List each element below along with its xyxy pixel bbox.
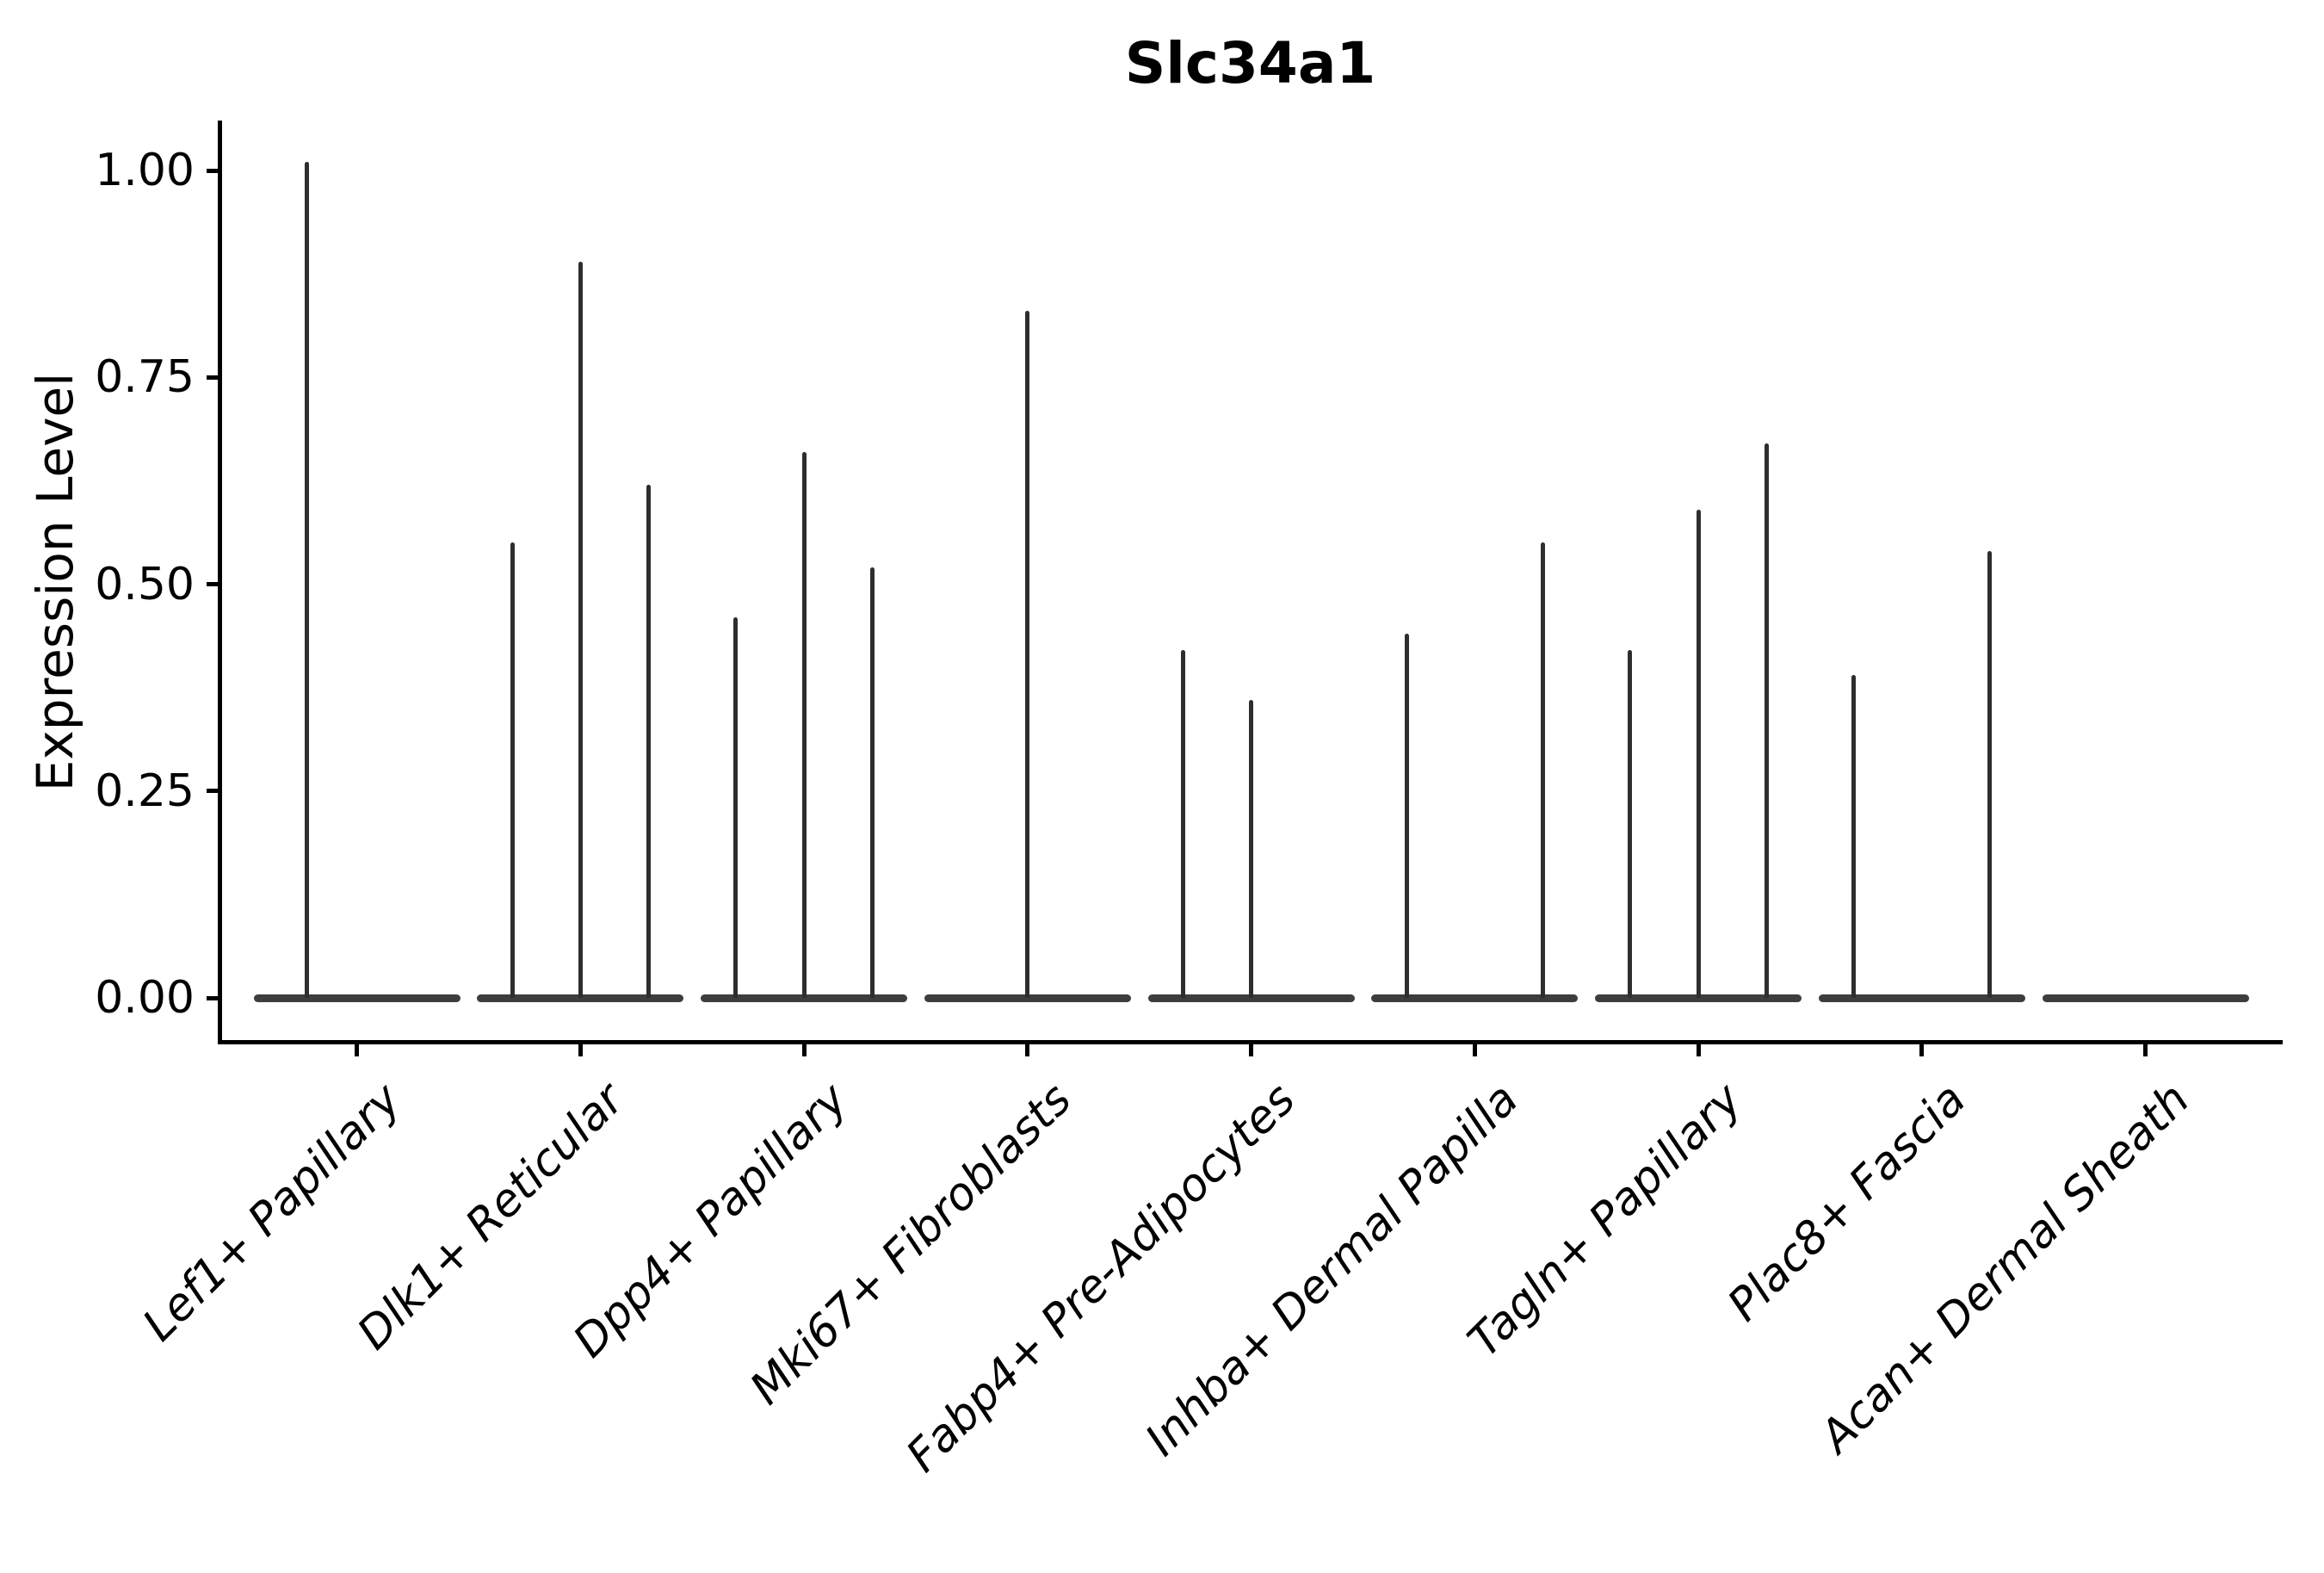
- violin-band: [701, 994, 907, 1002]
- y-tick-label: 1.00: [95, 145, 195, 196]
- violin-spike: [1540, 542, 1545, 998]
- y-axis-line: [218, 121, 222, 1044]
- violin-spike: [1628, 650, 1633, 998]
- violin-spike: [1851, 675, 1857, 998]
- x-tick-label: Tagln+ Papillary: [1458, 1074, 1752, 1368]
- violin-band: [1595, 994, 1802, 1002]
- y-tick-mark: [207, 168, 218, 173]
- y-tick-label: 0.50: [95, 558, 195, 610]
- violin-spike: [510, 542, 515, 998]
- chart-title: Slc34a1: [1124, 30, 1376, 96]
- violin-band: [2042, 994, 2249, 1002]
- x-tick-mark: [801, 1044, 807, 1056]
- x-tick-mark: [1249, 1044, 1253, 1056]
- violin-spike: [1764, 443, 1769, 998]
- x-tick-label: Fabp4+ Pre-Adipocytes: [896, 1074, 1305, 1483]
- violin-spike: [733, 616, 739, 998]
- x-tick-mark: [1472, 1044, 1477, 1056]
- x-tick-mark: [578, 1044, 583, 1056]
- x-tick-label: Mki67+ Fibroblasts: [740, 1074, 1082, 1415]
- y-tick-mark: [207, 995, 218, 1000]
- y-tick-label: 0.25: [95, 765, 195, 817]
- violin-spike: [869, 567, 875, 998]
- violin-spike: [1696, 510, 1701, 998]
- violin-spike: [1180, 650, 1185, 998]
- violin-band: [477, 994, 684, 1002]
- x-axis-line: [218, 1040, 2283, 1044]
- x-tick-label: Inhba+ Dermal Papilla: [1135, 1074, 1529, 1466]
- violin-spike: [801, 451, 807, 998]
- y-tick-mark: [207, 789, 218, 794]
- y-tick-mark: [207, 582, 218, 586]
- violin-spike: [305, 162, 310, 998]
- violin-band: [1818, 994, 2025, 1002]
- x-tick-mark: [1696, 1044, 1701, 1056]
- x-tick-mark: [1025, 1044, 1030, 1056]
- x-tick-mark: [2143, 1044, 2148, 1056]
- y-tick-label: 0.00: [95, 972, 195, 1024]
- y-tick-label: 0.75: [95, 351, 195, 404]
- violin-spike: [1987, 551, 1993, 998]
- violin-band: [253, 994, 460, 1002]
- violin-spike: [1249, 700, 1253, 998]
- violin-band: [1147, 994, 1355, 1002]
- violin-band: [1371, 994, 1579, 1002]
- violin-spike: [1404, 634, 1409, 998]
- violin-spike: [1025, 311, 1030, 998]
- violin-spike: [646, 485, 651, 998]
- x-tick-mark: [1919, 1044, 1925, 1056]
- y-tick-mark: [207, 375, 218, 380]
- x-tick-label: Dpp4+ Papillary: [564, 1074, 858, 1368]
- violin-band: [924, 994, 1131, 1002]
- x-tick-label: Dlk1+ Reticular: [348, 1074, 634, 1360]
- x-tick-mark: [355, 1044, 359, 1056]
- x-tick-label: Plac8+ Fascia: [1717, 1074, 1976, 1332]
- x-tick-label: Acan+ Dermal Sheath: [1809, 1074, 2199, 1463]
- violin-spike: [578, 261, 583, 998]
